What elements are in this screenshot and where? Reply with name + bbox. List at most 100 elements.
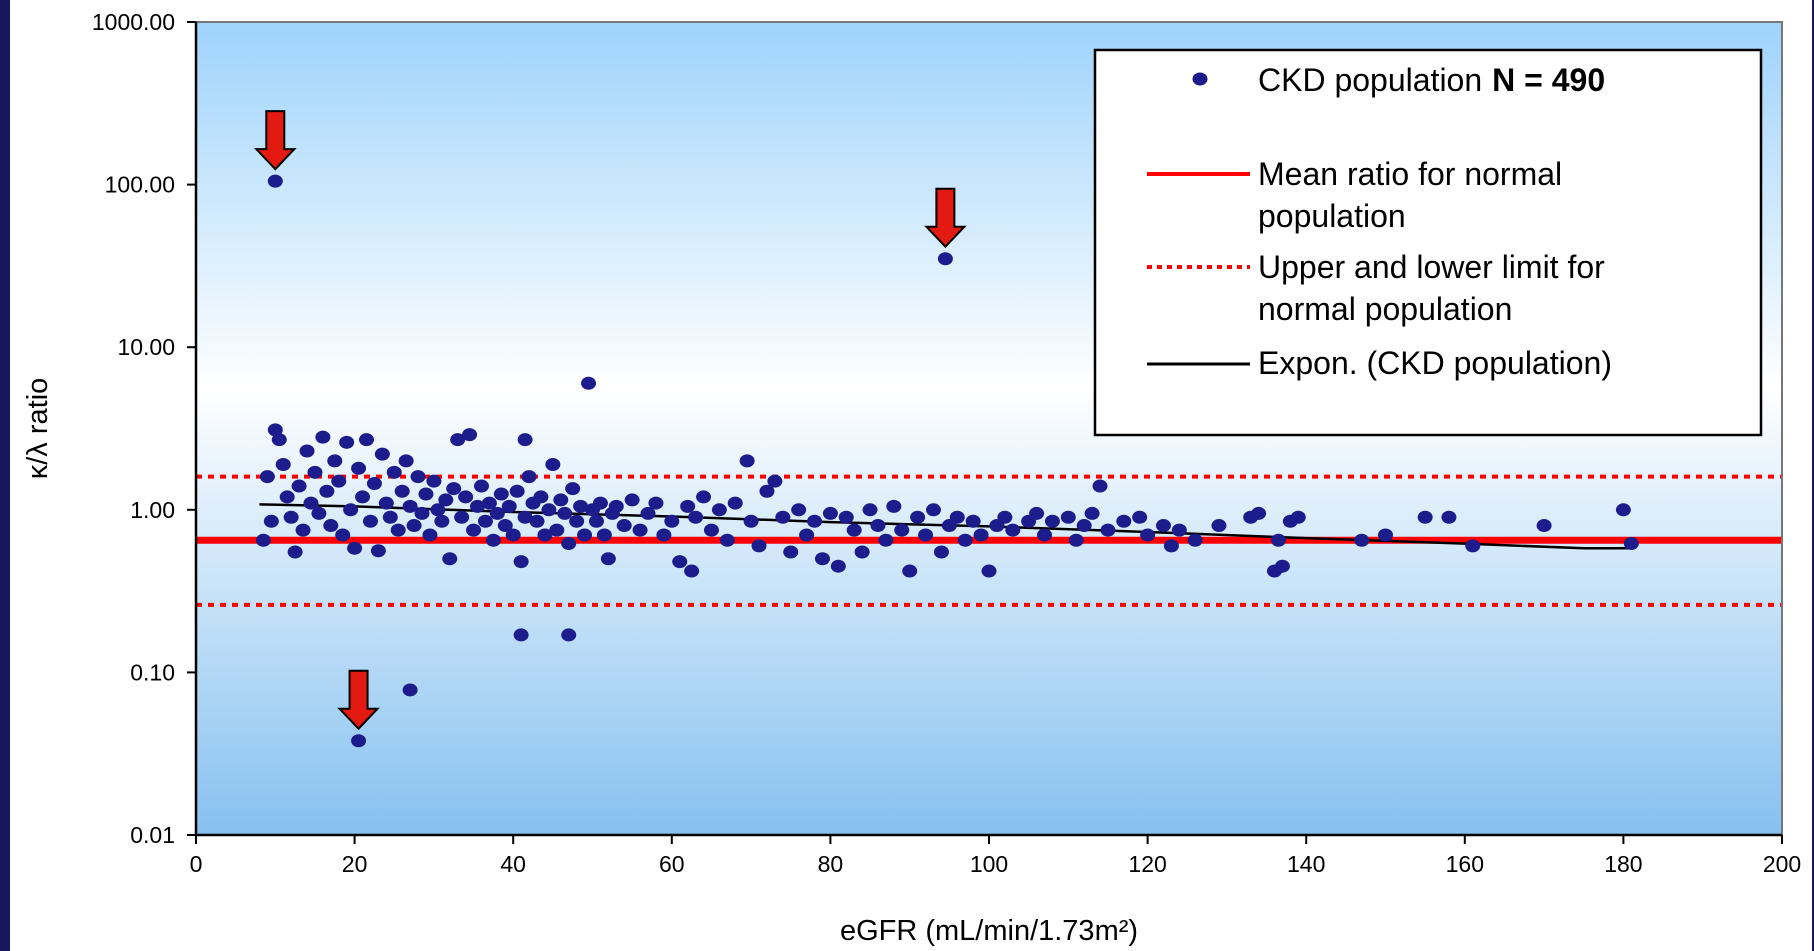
- data-point: [517, 433, 533, 447]
- data-point: [315, 430, 331, 444]
- data-point: [1536, 519, 1552, 533]
- data-point: [398, 454, 414, 468]
- data-point: [807, 514, 823, 528]
- data-point: [933, 545, 949, 559]
- data-point: [545, 457, 561, 471]
- x-tick-label: 140: [1287, 851, 1325, 877]
- data-point: [878, 533, 894, 547]
- data-point: [259, 470, 275, 484]
- data-point: [347, 541, 363, 555]
- data-point: [529, 514, 545, 528]
- data-point: [608, 499, 624, 513]
- data-point: [410, 470, 426, 484]
- data-point: [533, 490, 549, 504]
- data-point: [1354, 533, 1370, 547]
- data-point: [1171, 523, 1187, 537]
- data-point: [473, 479, 489, 493]
- data-point: [275, 457, 291, 471]
- data-point: [592, 496, 608, 510]
- data-point: [1092, 479, 1108, 493]
- data-point: [1615, 503, 1631, 517]
- data-point: [739, 454, 755, 468]
- data-point: [422, 528, 438, 542]
- data-point: [799, 528, 815, 542]
- legend-label: normal population: [1258, 291, 1512, 327]
- legend-label: Upper and lower limit for: [1258, 249, 1605, 285]
- reference-lines: [196, 474, 1782, 607]
- data-point: [751, 539, 767, 553]
- data-point: [937, 252, 953, 266]
- data-point: [688, 510, 704, 524]
- x-tick-label: 20: [342, 851, 368, 877]
- data-point: [267, 174, 283, 188]
- data-point: [402, 683, 418, 697]
- y-tick-label: 10.00: [117, 334, 175, 360]
- data-point: [600, 552, 616, 566]
- data-point: [319, 484, 335, 498]
- data-point: [573, 499, 589, 513]
- data-point: [981, 564, 997, 578]
- data-point: [386, 465, 402, 479]
- data-point: [406, 519, 422, 533]
- data-point: [997, 510, 1013, 524]
- data-point: [711, 503, 727, 517]
- data-point: [351, 734, 367, 748]
- data-point: [925, 503, 941, 517]
- legend: CKD population N = 490 Mean ratio for norm…: [1093, 48, 1763, 437]
- legend-label: CKD population N = 490: [1258, 62, 1605, 98]
- data-point: [358, 433, 374, 447]
- data-point: [1623, 537, 1639, 551]
- data-point: [335, 528, 351, 542]
- data-point: [973, 528, 989, 542]
- data-point: [458, 490, 474, 504]
- data-point: [1417, 510, 1433, 524]
- data-point: [632, 523, 648, 537]
- data-point: [331, 474, 347, 488]
- data-point: [521, 470, 537, 484]
- annotation-arrows: [253, 110, 967, 731]
- exponential-trend-line: [259, 503, 1632, 550]
- data-point: [949, 510, 965, 524]
- data-point: [489, 506, 505, 520]
- data-point: [462, 428, 478, 442]
- data-point: [1251, 506, 1267, 520]
- data-point: [561, 537, 577, 551]
- data-point: [390, 523, 406, 537]
- data-point: [541, 503, 557, 517]
- x-tick-label: 200: [1763, 851, 1801, 877]
- slide-frame-left: [0, 0, 10, 951]
- x-tick-label: 120: [1128, 851, 1166, 877]
- data-point: [1132, 510, 1148, 524]
- data-point: [846, 523, 862, 537]
- y-tick-label: 100.00: [105, 172, 175, 198]
- y-tick-label: 0.10: [130, 659, 175, 685]
- y-tick-label: 0.01: [130, 822, 175, 848]
- data-point: [1100, 523, 1116, 537]
- data-point: [311, 506, 327, 520]
- data-point: [1140, 528, 1156, 542]
- data-point: [370, 544, 386, 558]
- data-point: [402, 499, 418, 513]
- data-point: [767, 474, 783, 488]
- data-point: [382, 510, 398, 524]
- data-point: [1378, 528, 1393, 542]
- data-point: [743, 514, 759, 528]
- data-point: [279, 490, 295, 504]
- data-point: [505, 528, 521, 542]
- y-tick-label: 1.00: [130, 497, 175, 523]
- trend-line-group: [259, 503, 1632, 550]
- data-point: [466, 523, 482, 537]
- data-point: [450, 433, 466, 447]
- data-point: [303, 496, 319, 510]
- data-point: [414, 506, 430, 520]
- data-point: [838, 510, 854, 524]
- data-point: [918, 528, 934, 542]
- data-point: [418, 487, 434, 501]
- data-point: [894, 523, 910, 537]
- data-point: [680, 499, 696, 513]
- data-point: [696, 490, 712, 504]
- y-tick-label: 1000.00: [92, 9, 175, 35]
- data-point: [569, 514, 585, 528]
- legend-marker-point: [1192, 72, 1208, 86]
